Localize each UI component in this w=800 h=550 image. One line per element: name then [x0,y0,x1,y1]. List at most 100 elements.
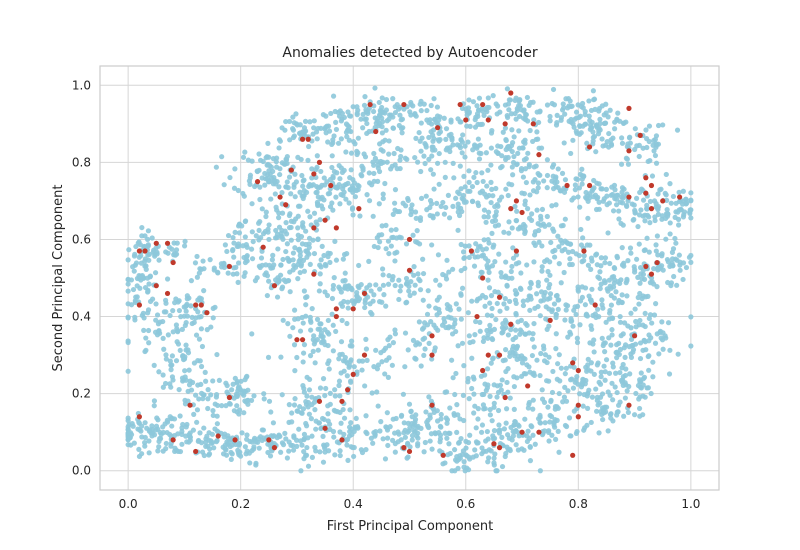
normal-point [399,130,405,136]
normal-point [596,430,602,436]
normal-point [392,449,398,455]
normal-point [603,319,609,325]
normal-point [531,259,537,265]
normal-point [418,168,424,175]
normal-point [214,269,221,275]
normal-point [651,148,657,154]
normal-point [380,195,386,202]
normal-point [175,299,181,305]
normal-point [531,240,537,246]
normal-point [266,398,273,404]
normal-point [568,316,574,322]
normal-point [125,301,131,307]
normal-point [522,137,528,143]
axes-frame [99,65,720,491]
normal-point [422,439,428,446]
normal-point [164,419,171,425]
normal-point [573,377,579,383]
normal-point [363,336,369,342]
normal-point [560,101,566,107]
normal-point [565,105,571,111]
normal-point [177,448,184,455]
normal-point [272,177,278,184]
anomaly-point [204,310,210,316]
normal-point [560,222,566,229]
normal-point [604,193,610,199]
normal-point [125,257,131,263]
normal-point [139,224,145,231]
normal-point [279,210,286,216]
normal-point [292,194,298,200]
normal-point [610,135,616,141]
normal-point [526,330,532,336]
normal-point [505,332,512,338]
normal-point [549,308,555,315]
normal-point [593,206,600,213]
normal-point [427,198,434,204]
normal-point [331,133,337,139]
anomaly-point [502,121,508,127]
normal-point [390,340,397,346]
normal-point [423,193,429,199]
normal-point [514,208,520,214]
normal-point [542,223,548,229]
x-tick-label: 0.2 [231,497,250,511]
anomaly-point [637,132,643,138]
normal-point [601,112,607,118]
normal-point [300,320,306,326]
anomaly-point [429,402,435,408]
normal-point [637,290,643,297]
normal-point [188,303,194,309]
normal-point [265,140,271,146]
normal-point [450,266,456,272]
normal-point [230,234,236,241]
normal-point [276,184,282,190]
normal-point [320,376,327,382]
normal-point [361,102,368,108]
normal-point [340,358,347,364]
normal-point [553,346,559,352]
normal-point [530,138,536,145]
anomaly-point [575,402,581,408]
normal-point [234,409,240,415]
anomaly-point [631,333,638,339]
normal-point [341,298,347,305]
normal-point [259,427,265,433]
normal-point [201,425,207,431]
normal-point [622,395,628,401]
normal-point [420,297,426,303]
normal-point [568,150,574,157]
normal-point [210,412,216,419]
normal-point [610,360,616,366]
normal-point [553,122,560,128]
normal-point [437,432,444,438]
normal-point [546,438,552,444]
anomaly-point [406,236,413,243]
normal-point [494,300,500,307]
normal-point [243,257,249,263]
normal-point [555,297,561,303]
normal-point [489,313,495,319]
normal-point [637,384,644,390]
normal-point [501,301,507,307]
normal-point [292,316,298,322]
normal-point [323,385,329,392]
normal-point [473,318,479,325]
normal-point [160,429,167,436]
normal-point [279,284,286,290]
normal-point [487,300,493,306]
normal-point [305,435,311,441]
anomaly-point [271,283,278,289]
normal-point [144,236,151,242]
normal-point [503,146,509,153]
normal-point [201,288,207,294]
normal-point [421,320,428,326]
normal-point [646,338,652,344]
normal-point [445,192,451,198]
anomaly-point [361,352,368,358]
normal-point [583,121,589,127]
normal-point [341,189,347,195]
normal-point [151,362,157,368]
normal-point [436,306,442,312]
normal-point [430,132,436,138]
